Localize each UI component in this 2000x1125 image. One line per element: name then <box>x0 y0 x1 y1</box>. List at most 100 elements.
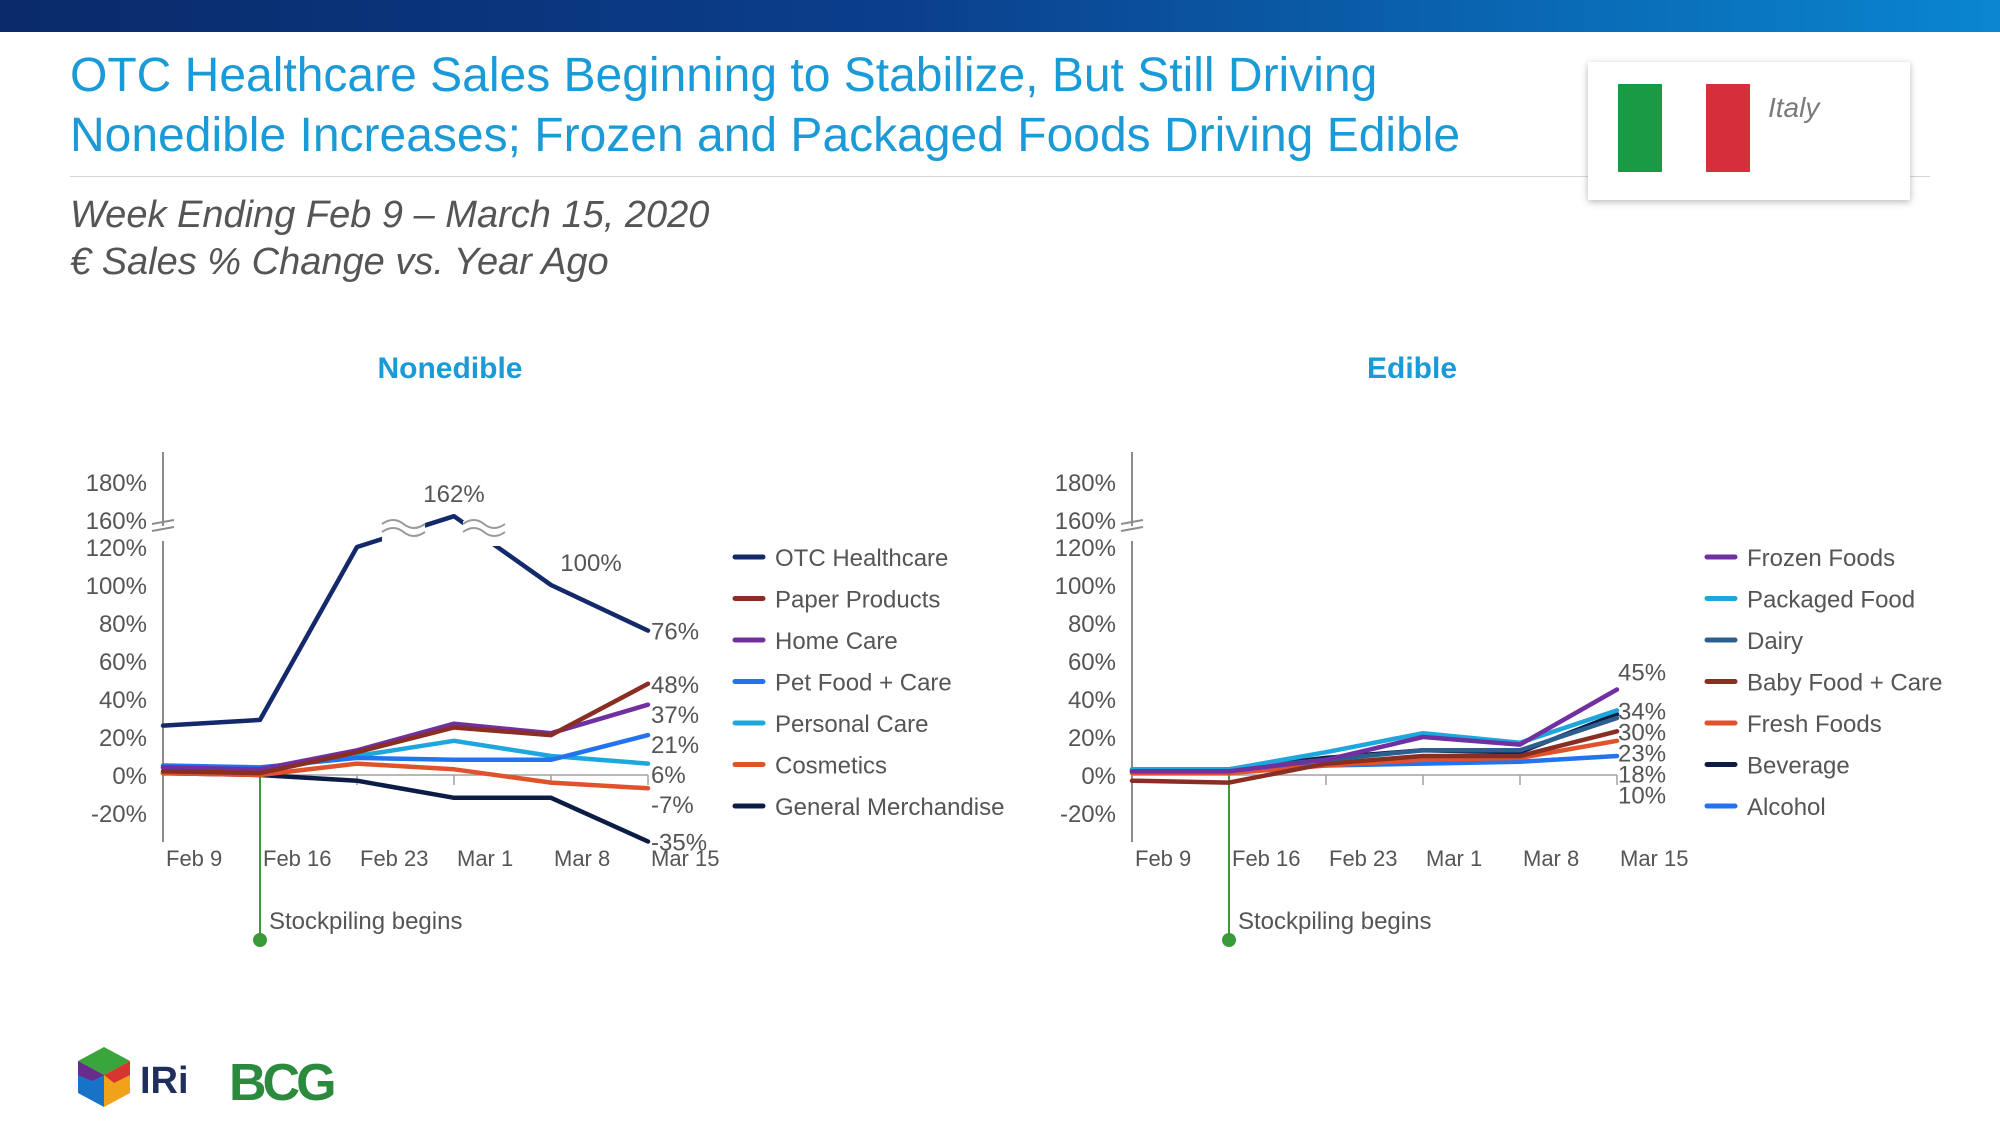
subtitle-date-range: Week Ending Feb 9 – March 15, 2020 <box>70 194 710 236</box>
legend-label: Alcohol <box>1747 794 1826 821</box>
data-label: 18% <box>1618 762 1666 789</box>
y-tick-label: 100% <box>1055 573 1116 600</box>
y-tick-label: 0% <box>112 763 147 790</box>
legend-label: Home Care <box>775 628 898 655</box>
y-tick-label: 80% <box>99 611 147 638</box>
bcg-logo-text: BCG <box>229 1054 334 1111</box>
country-card: Italy <box>1588 62 1910 200</box>
data-label: -7% <box>651 792 694 819</box>
x-tick-label: Feb 16 <box>1232 846 1301 871</box>
page-title-line-1: OTC Healthcare Sales Beginning to Stabil… <box>70 49 1378 102</box>
legend-item-personal-care: Personal Care <box>732 711 928 738</box>
x-tick-label: Mar 8 <box>1523 846 1579 871</box>
legend-item-pet-food-care: Pet Food + Care <box>732 670 952 697</box>
legend-item-general-merchandise: General Merchandise <box>732 794 1004 821</box>
flag-stripe-red <box>1706 84 1750 172</box>
flag-stripe-green <box>1618 84 1662 172</box>
legend-label: Cosmetics <box>775 753 887 780</box>
legend-label: Pet Food + Care <box>775 670 952 697</box>
country-name: Italy <box>1768 92 1820 123</box>
legend-label: Baby Food + Care <box>1747 670 1942 697</box>
line-break-mark <box>381 527 426 537</box>
title-divider <box>70 176 1930 177</box>
x-tick-label: Feb 9 <box>1135 846 1191 871</box>
legend-item-dairy: Dairy <box>1704 628 1803 655</box>
axis-break-mark <box>1120 519 1144 525</box>
stockpiling-marker-dot <box>253 933 267 947</box>
chart-nonedible: Nonedible 180% 160%120% 100% 80% 60% 40% 20% 0% -… <box>86 352 1004 947</box>
legend-label: Beverage <box>1747 753 1850 780</box>
legend-label: Dairy <box>1747 628 1803 655</box>
chart-title: Nonedible <box>377 352 522 385</box>
data-label: 21% <box>651 732 699 759</box>
x-tick-label: Mar 1 <box>1426 846 1482 871</box>
y-tick-label: 40% <box>1068 687 1116 714</box>
y-tick-label: -20% <box>1060 801 1116 828</box>
legend-label: Packaged Food <box>1747 587 1915 614</box>
x-tick-label: Mar 8 <box>554 846 610 871</box>
line-break-mark <box>381 519 426 529</box>
chart-title: Edible <box>1367 352 1457 385</box>
iri-logo-icon <box>78 1047 130 1107</box>
italy-flag-icon <box>1618 84 1750 172</box>
x-tick-label: Feb 16 <box>263 846 332 871</box>
flag-stripe-white <box>1662 84 1706 172</box>
y-tick-label: 60% <box>1068 649 1116 676</box>
series-line-otc-healthcare <box>160 513 651 728</box>
x-tick-label: Feb 23 <box>1329 846 1398 871</box>
legend-label: Personal Care <box>775 711 928 738</box>
stockpiling-label: Stockpiling begins <box>269 908 462 935</box>
line-break-mark <box>462 527 506 537</box>
legend-item-otc-healthcare: OTC Healthcare <box>732 545 948 572</box>
chart-edible: Edible 180% 160%120% 100% 80% 60% 40% 20% 0% -20%… <box>1055 352 1942 947</box>
x-tick-label: Feb 23 <box>360 846 429 871</box>
y-tick-label: 120% <box>86 535 147 562</box>
y-tick-label: 0% <box>1081 763 1116 790</box>
data-label: 100% <box>560 550 621 577</box>
axis-break-mark <box>151 519 175 525</box>
data-label: -35% <box>651 830 707 857</box>
x-tick-label: Mar 15 <box>651 846 719 871</box>
page-subtitle: Week Ending Feb 9 – March 15, 2020 € Sal… <box>70 192 709 286</box>
data-label: 23% <box>1618 741 1666 768</box>
legend-item-packaged-food: Packaged Food <box>1704 587 1915 614</box>
legend-item-beverage: Beverage <box>1704 753 1850 780</box>
y-tick-label: 160% <box>1055 508 1116 535</box>
x-tick-label: Mar 1 <box>457 846 513 871</box>
x-tick-label: Feb 9 <box>166 846 222 871</box>
legend-item-paper-products: Paper Products <box>732 587 940 614</box>
y-tick-label: 120% <box>1055 535 1116 562</box>
line-break-mark <box>462 519 506 529</box>
legend-item-frozen-foods: Frozen Foods <box>1704 545 1895 572</box>
y-tick-label: 160% <box>86 508 147 535</box>
legend-item-cosmetics: Cosmetics <box>732 753 887 780</box>
legend-label: OTC Healthcare <box>775 545 948 572</box>
legend-item-baby-food-care: Baby Food + Care <box>1704 670 1942 697</box>
subtitle-metric: € Sales % Change vs. Year Ago <box>70 241 609 283</box>
legend-item-fresh-foods: Fresh Foods <box>1704 711 1882 738</box>
y-tick-label: 60% <box>99 649 147 676</box>
y-tick-label: 40% <box>99 687 147 714</box>
legend-label: Frozen Foods <box>1747 545 1895 572</box>
legend-item-alcohol: Alcohol <box>1704 794 1826 821</box>
y-tick-label: 180% <box>86 470 147 497</box>
y-tick-label: -20% <box>91 801 147 828</box>
x-tick-label: Mar 15 <box>1620 846 1688 871</box>
iri-logo-text: IRi <box>140 1060 189 1102</box>
data-label: 162% <box>423 481 484 508</box>
y-tick-label: 20% <box>1068 725 1116 752</box>
data-label: 30% <box>1618 720 1666 747</box>
legend-item-home-care: Home Care <box>732 628 898 655</box>
series-line-paper-products <box>160 681 651 776</box>
legend-label: Fresh Foods <box>1747 711 1882 738</box>
data-label: 76% <box>651 619 699 646</box>
footer-logos: IRi BCG <box>78 1047 338 1111</box>
page-title-line-2: Nonedible Increases; Frozen and Packaged… <box>70 109 1461 162</box>
data-label: 34% <box>1618 699 1666 726</box>
page-title: OTC Healthcare Sales Beginning to Stabil… <box>70 46 1530 166</box>
axis-break-mark <box>151 526 175 532</box>
data-label: 45% <box>1618 660 1666 687</box>
data-label: 37% <box>651 702 699 729</box>
data-label: 48% <box>651 672 699 699</box>
